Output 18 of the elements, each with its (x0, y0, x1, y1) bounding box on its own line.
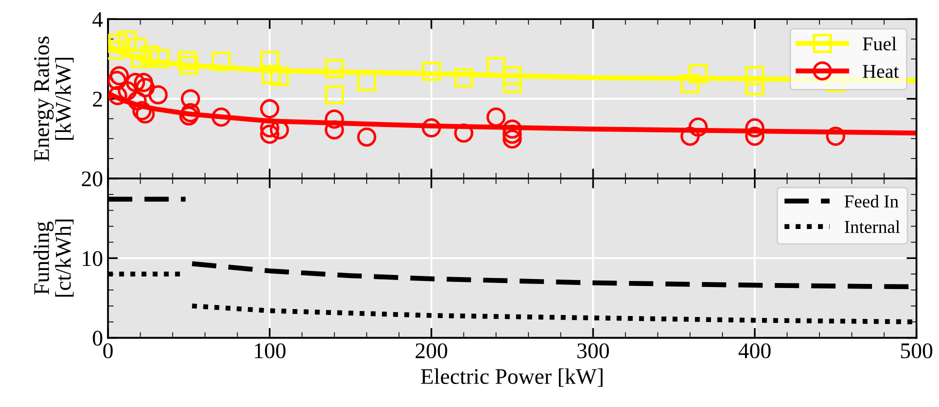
y-tick-label: 0 (92, 330, 102, 346)
x-axis-title: Electric Power [kW] (420, 368, 603, 387)
legend-label: Heat (862, 64, 899, 78)
y-tick-label: 2 (92, 92, 102, 107)
y-tick-label: 10 (82, 251, 102, 266)
x-tick-label: 400 (738, 343, 771, 358)
y-axis-title: Energy Ratios [kW/kW] (34, 36, 74, 162)
legend-label: Internal (844, 220, 900, 234)
x-tick-label: 0 (103, 343, 113, 358)
x-tick-label: 500 (901, 343, 932, 358)
x-tick-label: 100 (254, 343, 286, 358)
legend-label: Fuel (862, 36, 896, 50)
y-tick-label: 20 (82, 171, 102, 186)
y-tick-label: 4 (92, 12, 103, 27)
y-axis-title: Funding [ct/kWh] (33, 220, 74, 297)
x-tick-label: 300 (577, 343, 609, 358)
legend-label: Feed In (844, 194, 898, 208)
x-tick-label: 200 (416, 343, 448, 358)
